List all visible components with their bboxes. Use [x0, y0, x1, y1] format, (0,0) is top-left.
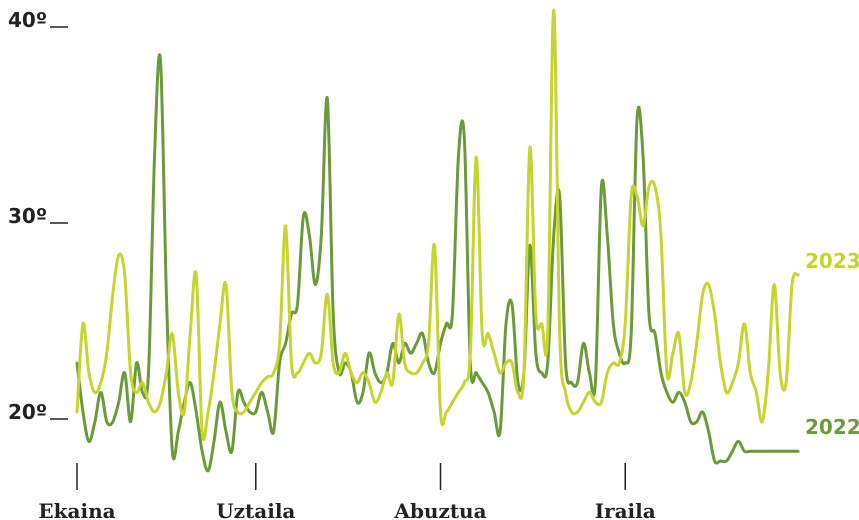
x-axis: Ekaina Uztaila Abuztua Iraila — [38, 463, 656, 520]
series-label-2023: 2023 — [805, 249, 859, 273]
y-axis: 20º 30º 40º — [8, 8, 68, 424]
series-lines — [75, 8, 800, 473]
series-labels: 2023 2022 — [805, 249, 859, 439]
series-line-2023 — [75, 8, 800, 441]
x-tick-label: Ekaina — [38, 499, 115, 520]
series-label-2022: 2022 — [805, 415, 859, 439]
y-tick-label: 20º — [8, 400, 47, 424]
y-tick-label: 30º — [8, 204, 47, 228]
x-tick-label: Abuztua — [393, 499, 486, 520]
x-tick-label: Uztaila — [216, 499, 295, 520]
y-tick-label: 40º — [8, 8, 47, 32]
series-line-2022 — [75, 53, 800, 473]
x-tick-label: Iraila — [595, 499, 656, 520]
